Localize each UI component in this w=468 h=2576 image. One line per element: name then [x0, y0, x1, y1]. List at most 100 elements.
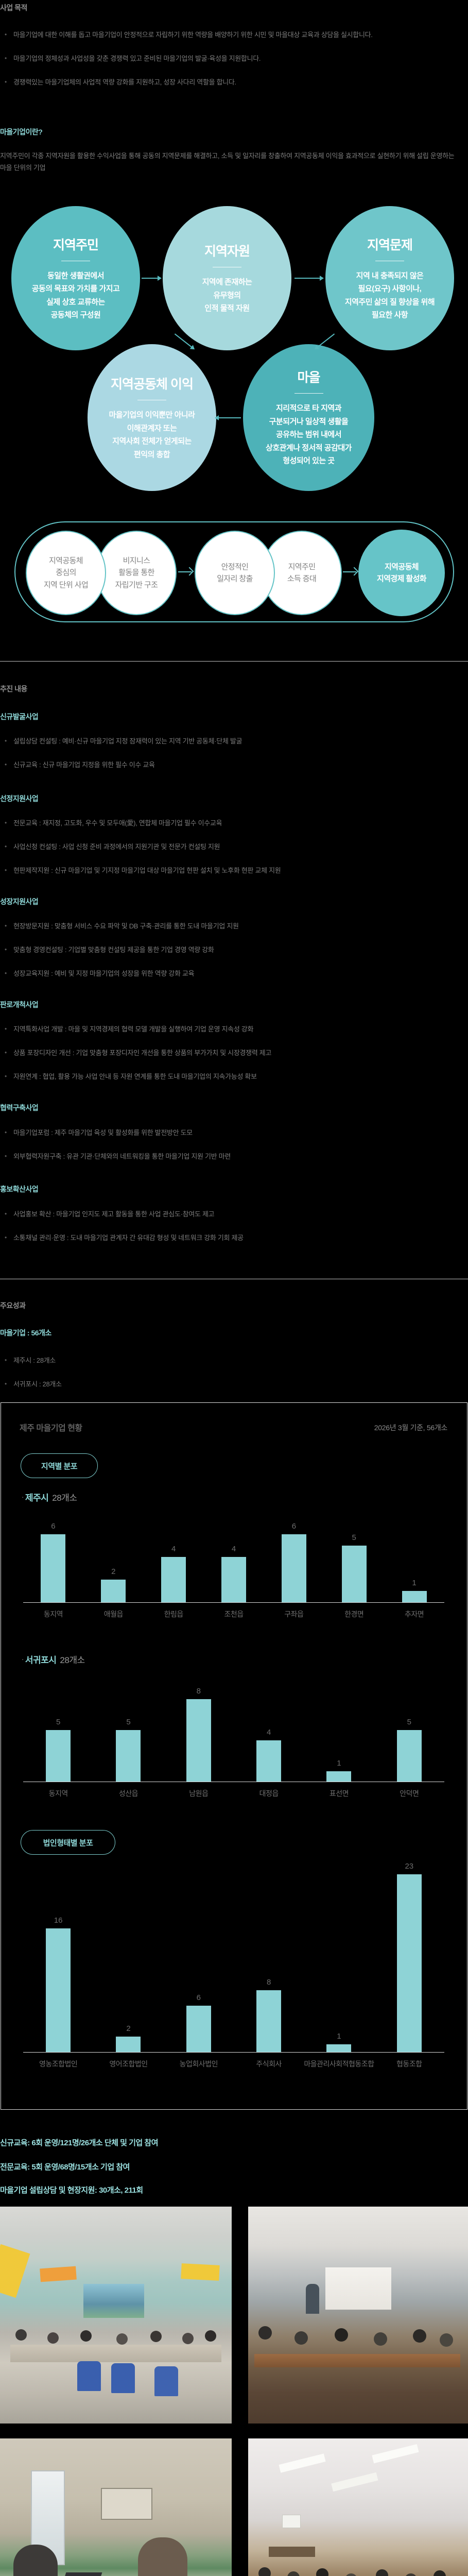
task-bullet-list-6: 사업홍보 확산 : 마을기업 인지도 제고 활동을 통한 사업 관심도·참여도 …: [0, 1209, 453, 1256]
bar: [161, 1557, 186, 1602]
results-highlight: 마을기업 : 56개소: [0, 1329, 51, 1337]
bar-value-label: 5: [56, 1718, 61, 1726]
x-axis-label: 동지역: [43, 1610, 63, 1618]
bar-column: 6: [264, 1522, 324, 1602]
photo-person-right-silhouette: [138, 2537, 187, 2576]
bar-value-label: 5: [352, 1533, 356, 1542]
bar: [396, 1730, 422, 1782]
chart-x-labels: 동지역 성산읍 남원읍 대정읍 표선면 안덕면: [23, 1788, 444, 1799]
circle-title: 지역공동체 이익: [111, 377, 194, 392]
circle-title: 지역자원: [204, 244, 250, 259]
bullet-item: 상품 포장디자인 개선 : 기업 맞춤형 포장디자인 개선을 통한 상품의 부가…: [0, 1047, 453, 1058]
bar: [116, 2037, 141, 2052]
circle-title: 마을: [297, 370, 320, 385]
badge-region-distribution: 지역별 분포: [21, 1453, 98, 1478]
photo-crowd-silhouettes: [258, 2567, 271, 2576]
circle-title: 지역주민: [53, 238, 99, 252]
bullet-item: 사업홍보 확산 : 마을기업 인지도 제고 활동을 통한 사업 관심도·참여도 …: [0, 1209, 453, 1219]
bar-column: 5: [23, 1718, 93, 1782]
bar-column: 5: [374, 1718, 444, 1782]
bar: [281, 1534, 306, 1602]
connector-line-middle: [215, 415, 241, 420]
bar-column: 5: [324, 1533, 384, 1602]
photo-presenter-silhouette: [306, 2284, 319, 2314]
x-axis-label: 영농조합법인: [39, 2060, 78, 2068]
photo-village-meeting: [248, 2438, 468, 2576]
photo-wood-desks: [254, 2354, 460, 2367]
bar-value-label: 4: [171, 1545, 176, 1553]
chart-x-labels: 동지역 애월읍 한림읍 조천읍 구좌읍 한경면 추자면: [23, 1609, 444, 1619]
bar: [221, 1557, 246, 1602]
bar-value-label: 23: [405, 1862, 414, 1871]
results-bullet-list: 제주시 : 28개소서귀포시 : 28개소: [0, 1355, 453, 1402]
photo-blue-chairs: [77, 2361, 101, 2391]
bullet-item: 외부협력자원구축 : 유관 기관·단체와의 네트워킹을 통한 마을기업 지원 기…: [0, 1151, 453, 1162]
result-line-new-education: 신규교육: 6회 운영/121명/26개소 단체 및 기업 참여: [0, 2139, 159, 2147]
bullet-item: 전문교육 : 재지정, 고도화, 우수 및 모두애(愛), 연합체 마을기업 필…: [0, 818, 453, 828]
result-line-expert-education: 전문교육: 5회 운영/68명/15개소 기업 참여: [0, 2163, 130, 2172]
bar-column: 16: [23, 1916, 93, 2052]
x-axis-label: 구좌읍: [284, 1610, 304, 1618]
x-axis-label: 남원읍: [189, 1789, 209, 1798]
panel-title: 제주 마을기업 현황: [20, 1424, 82, 1433]
chart-jeju-region: 6 2 4 4 6 5 1 동지역 애월읍 한림읍 조천읍 구좌읍 한경면 추자면: [23, 1509, 444, 1619]
photo-consulting-visit: [0, 2438, 232, 2576]
chart-label-seogwipo: · 서귀포시 28개소: [22, 1653, 85, 1666]
x-axis-label: 농업회사법인: [179, 2060, 218, 2068]
photo-laptop: [57, 2572, 102, 2576]
label-count: 28개소: [52, 1493, 77, 1503]
bullet-item: 마을기업의 정체성과 사업성을 갖춘 경쟁력 있고 준비된 마을기업의 발굴·육…: [0, 53, 453, 64]
bar: [326, 1771, 352, 1782]
photo-banner-yellow-left: [0, 2244, 30, 2298]
x-axis-label: 동지역: [48, 1789, 68, 1798]
bar-value-label: 8: [266, 1978, 271, 1987]
bullet-item: 자원연계 : 협업, 활용 가능 사업 안내 등 자원 연계를 통한 도내 마을…: [0, 1071, 453, 1082]
photo-lecture-presentation: [248, 2207, 468, 2424]
bar: [326, 2044, 352, 2052]
bar-column: 1: [304, 1759, 374, 1782]
purpose-bullet-list: 마을기업에 대한 이해를 돕고 마을기업이 안정적으로 자립하기 위한 역량을 …: [0, 29, 453, 100]
bar-value-label: 6: [291, 1522, 297, 1531]
photo-projection-screen: [83, 2284, 144, 2318]
about-description: 지역주민이 각종 지역자원을 활용한 수익사업을 통해 공동의 지역문제를 해결…: [0, 152, 455, 172]
bar: [101, 1580, 126, 1602]
connector-diagonal-right: [313, 333, 335, 352]
task-bullet-list-1: 설립상담 컨설팅 : 예비·신규 마을기업 지정 잠재력이 있는 지역 기반 공…: [0, 736, 453, 783]
task-group-title-5: 협력구축사업: [0, 1104, 39, 1112]
x-axis-label: 표선면: [329, 1789, 349, 1798]
divider-1: [0, 661, 468, 662]
circle-title: 지역문제: [367, 238, 413, 252]
circle-local-residents: 지역주민 동일한 생활권에서 공동의 목표와 가치를 가지고 실제 상호 교류하…: [11, 206, 140, 350]
photo-ceiling-lights: [279, 2453, 326, 2473]
circle-body: 지리적으로 타 지역과 구분되거나 일상적 생활을 공유하는 범위 내에서 상호…: [266, 404, 352, 466]
photo-banner-yellow-right: [181, 2263, 220, 2281]
photo-banner-orange: [40, 2266, 77, 2282]
circle-local-resources: 지역자원 지역에 존재하는 유무형의 인적 물적 자원: [163, 206, 291, 350]
section-title-tasks: 추진 내용: [0, 685, 27, 693]
x-axis-label: 마을관리사회적협동조합: [304, 2060, 374, 2068]
chart-seogwipo-region: 5 5 8 4 1 5 동지역 성산읍 남원읍 대정읍 표선면 안덕면: [23, 1679, 444, 1799]
bar-column: 4: [204, 1545, 264, 1602]
bar-value-label: 6: [51, 1522, 56, 1531]
bar-column: 1: [384, 1579, 444, 1602]
bar: [256, 1740, 282, 1782]
bar-value-label: 1: [337, 1759, 341, 1768]
task-bullet-list-3: 현장방문지원 : 맞춤형 서비스 수요 파악 및 DB 구축·관리를 통한 도내…: [0, 921, 453, 992]
bar-column: 23: [374, 1862, 444, 2052]
x-axis-label: 안덕면: [400, 1789, 419, 1798]
circle-community-benefit: 지역공동체 이익 마을기업의 이익뿐만 아니라 이해관계자 또는 지역사회 전체…: [88, 344, 216, 491]
task-group-title-2: 선정지원사업: [0, 794, 39, 803]
photo-presentation-screen: [325, 2267, 391, 2310]
bar-column: 8: [234, 1978, 304, 2052]
badge-corporate-type-distribution: 법인형태별 분포: [21, 1830, 115, 1855]
x-axis-label: 대정읍: [259, 1789, 279, 1798]
bar-value-label: 2: [126, 2024, 131, 2033]
bullet-item: 성장교육지원 : 예비 및 지정 마을기업의 성장을 위한 역량 강화 교육: [0, 968, 453, 979]
bullet-item: 현판제작지원 : 신규 마을기업 및 기지정 마을기업 대상 마을기업 현판 설…: [0, 865, 453, 876]
task-bullet-list-4: 지역특화사업 개발 : 마을 및 지역경제의 협력 모델 개발을 실행하여 기업…: [0, 1024, 453, 1095]
bar-value-label: 8: [196, 1687, 201, 1696]
label-count: 28개소: [60, 1655, 85, 1665]
chart-bars-area: 5 5 8 4 1 5: [23, 1679, 444, 1782]
flow-outline-box: [14, 521, 454, 622]
